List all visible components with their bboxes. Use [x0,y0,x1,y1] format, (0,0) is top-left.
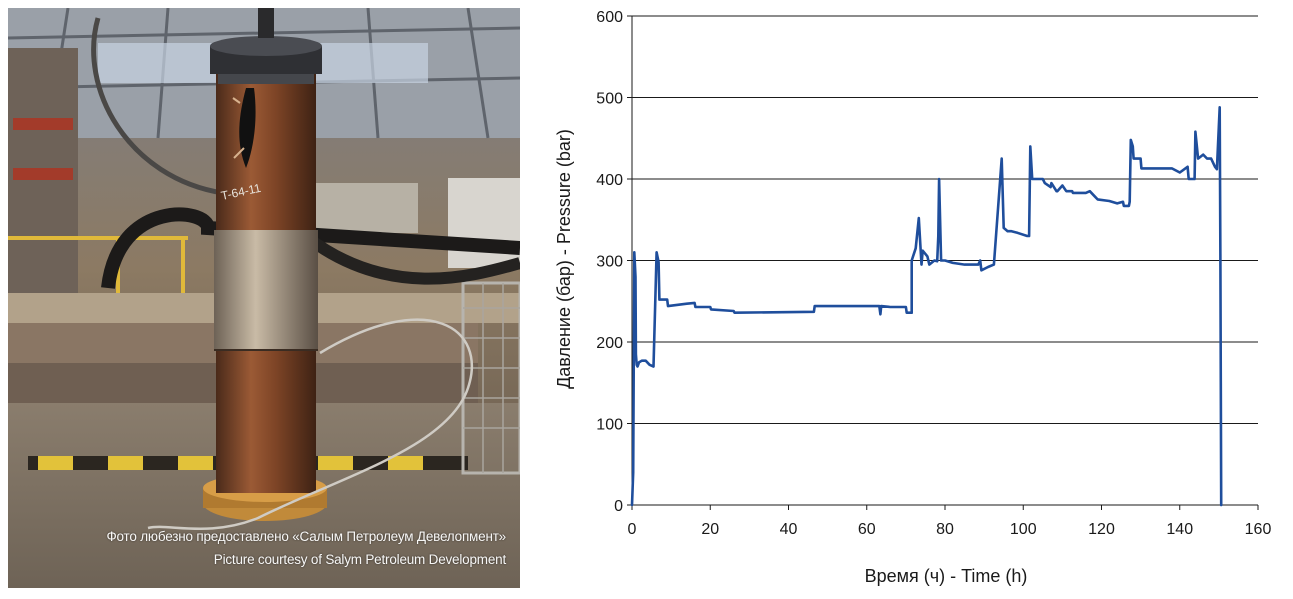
x-axis-title: Время (ч) - Time (h) [865,566,1028,586]
y-tick-label: 400 [596,172,623,189]
y-tick-label: 500 [596,91,623,108]
axes [627,15,1259,510]
photo-caption-russian: Фото любезно предоставлено «Салым Петрол… [106,529,506,544]
y-tick-label: 0 [614,498,623,515]
y-tick-label: 200 [596,335,623,352]
x-tick-label: 0 [628,521,637,538]
y-tick-label: 600 [596,9,623,26]
x-tick-label: 20 [701,521,719,538]
photo-caption-english: Picture courtesy of Salym Petroleum Deve… [213,552,506,567]
y-tick-labels: 0 100 200 300 400 500 600 [596,9,623,515]
x-tick-label: 80 [936,521,954,538]
x-tick-label: 40 [780,521,798,538]
gridlines [632,15,1258,424]
y-tick-label: 100 [596,417,623,434]
x-tick-label: 160 [1245,521,1272,538]
x-tick-label: 120 [1088,521,1115,538]
pressure-time-chart: 0 100 200 300 400 500 600 0 20 40 60 80 100 120 140 16… [540,0,1293,599]
test-specimen-photo: T-64-11 Фото любезно предоставлено «Салы… [8,8,520,588]
x-tick-labels: 0 20 40 60 80 100 120 140 160 [628,521,1272,538]
x-tick-label: 100 [1010,521,1037,538]
y-tick-label: 300 [596,254,623,271]
x-tick-label: 140 [1166,521,1193,538]
chart-canvas: 0 100 200 300 400 500 600 0 20 40 60 80 100 120 140 16… [554,9,1272,586]
photo-illustration: T-64-11 [8,8,520,588]
series-layer [630,106,1223,507]
y-axis-title: Давление (бар) - Pressure (bar) [554,129,574,389]
x-tick-label: 60 [858,521,876,538]
pressure-series-line [630,106,1223,507]
